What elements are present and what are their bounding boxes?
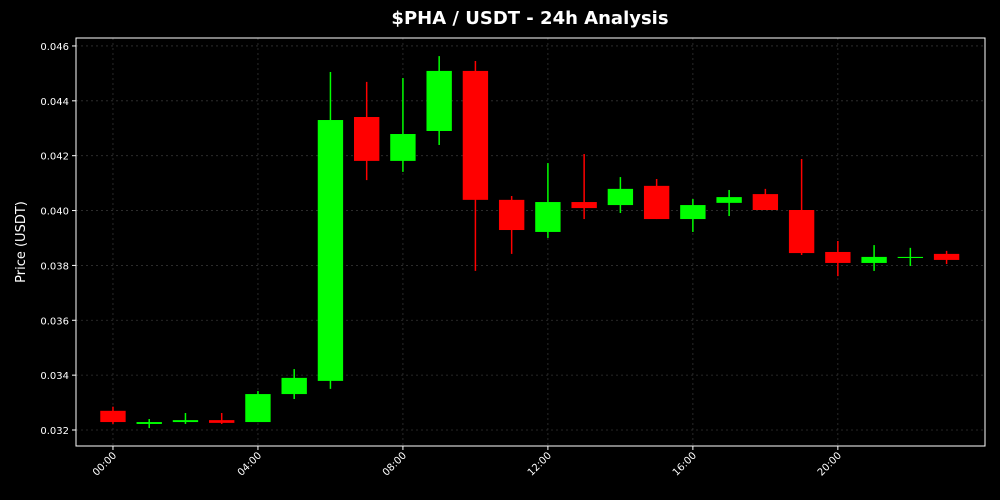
candle-body <box>861 256 887 263</box>
y-tick-label: 0.042 <box>40 152 69 163</box>
candle-body <box>788 210 815 254</box>
candle-body <box>680 205 706 220</box>
candle-body <box>390 134 416 161</box>
candle-body <box>752 194 779 211</box>
candle-body <box>172 420 199 423</box>
y-tick-label: 0.046 <box>40 42 69 53</box>
candle-body <box>209 420 235 423</box>
candle-body <box>498 199 525 231</box>
chart-title: $PHA / USDT - 24h Analysis <box>391 8 668 29</box>
candle-body <box>825 251 851 263</box>
candle-body <box>136 422 162 424</box>
candle-body <box>643 185 670 220</box>
candle-body <box>571 202 597 209</box>
candle-body <box>897 256 924 259</box>
candle-body <box>462 70 489 200</box>
candle-body <box>426 70 452 131</box>
y-tick-label: 0.032 <box>40 426 69 437</box>
candle-body <box>607 188 634 206</box>
y-tick-label: 0.044 <box>40 97 69 108</box>
candle-body <box>281 377 307 395</box>
candle-body <box>535 202 561 232</box>
candle-body <box>353 117 380 161</box>
candle-body <box>933 253 960 260</box>
candle-body <box>100 410 126 423</box>
candle-body <box>716 197 742 203</box>
y-tick-label: 0.036 <box>40 316 69 327</box>
y-tick-label: 0.038 <box>40 261 69 272</box>
plot-frame <box>75 37 986 447</box>
candle-body <box>317 120 344 381</box>
candle-body <box>245 394 271 423</box>
y-tick-label: 0.034 <box>40 371 69 382</box>
y-tick-label: 0.040 <box>40 207 69 218</box>
y-axis-label: Price (USDT) <box>14 201 29 283</box>
